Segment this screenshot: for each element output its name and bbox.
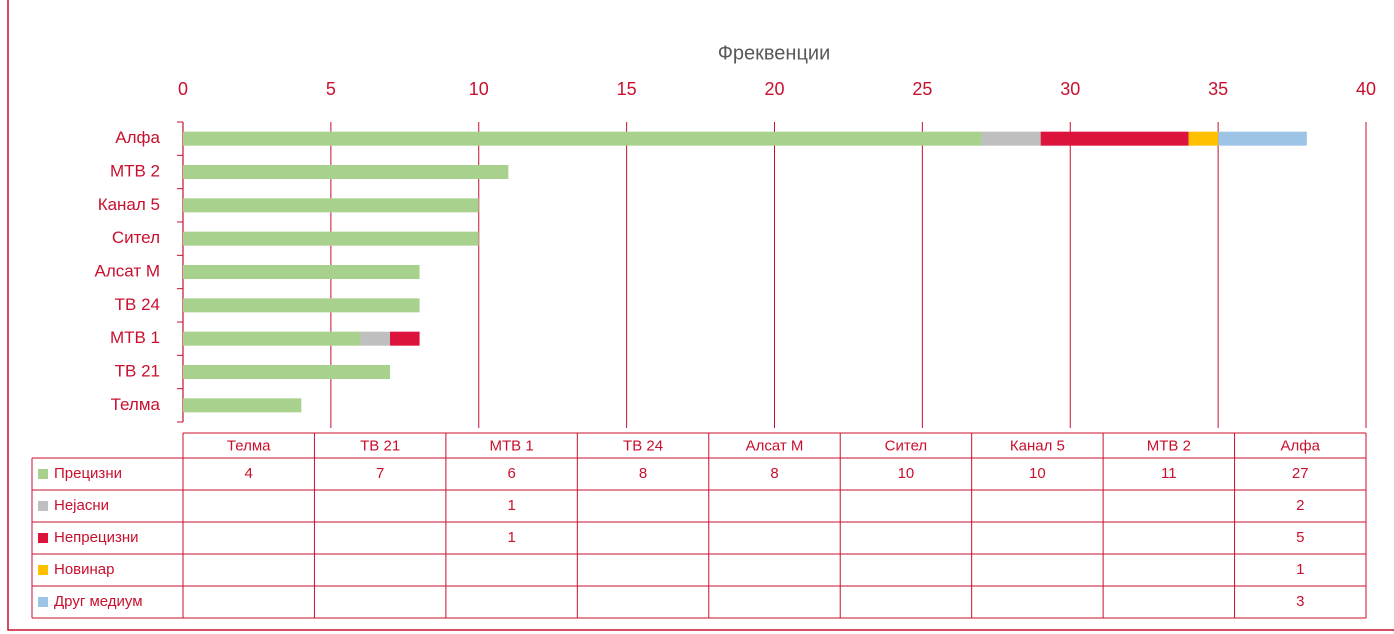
table-header: МТВ 1 [490, 437, 534, 454]
table-header: Алсат М [746, 437, 804, 454]
table-value: 27 [1292, 465, 1309, 482]
axis-title: Фреквенции [718, 42, 831, 64]
legend-label: Прецизни [54, 465, 122, 482]
bar-segment [1040, 131, 1189, 146]
bar-segment [183, 198, 479, 213]
y-tick-label: ТВ 21 [115, 361, 160, 380]
legend-label: Нејасни [54, 497, 109, 514]
legend-swatch [38, 469, 48, 479]
table-header: МТВ 2 [1147, 437, 1191, 454]
y-tick-label: МТВ 2 [110, 161, 160, 180]
legend-label: Непрецизни [54, 529, 139, 546]
y-tick-label: Алфа [115, 128, 160, 147]
bar-segment [360, 331, 391, 346]
table-value: 1 [507, 497, 515, 514]
legend-label: Новинар [54, 561, 115, 578]
table-value: 10 [1029, 465, 1046, 482]
x-tick-label: 10 [469, 79, 489, 99]
table-value: 5 [1296, 529, 1304, 546]
bar-segment [183, 298, 420, 313]
y-tick-label: Телма [111, 395, 161, 414]
y-tick-label: Сител [112, 228, 160, 247]
table-value: 11 [1161, 465, 1177, 482]
bar-segment [390, 331, 420, 346]
bar-segment [1218, 131, 1307, 146]
table-header: Телма [227, 437, 271, 454]
table-header: Сител [885, 437, 928, 454]
table-value: 8 [770, 465, 778, 482]
bar-segment [183, 398, 302, 413]
y-tick-label: Канал 5 [98, 195, 160, 214]
bar-segment [183, 365, 391, 379]
table-header: Алфа [1281, 437, 1321, 454]
y-tick-label: ТВ 24 [115, 295, 160, 314]
legend-swatch [38, 501, 48, 511]
x-tick-label: 0 [178, 79, 188, 99]
bar-segment [183, 331, 361, 346]
table-value: 8 [639, 465, 647, 482]
x-tick-label: 5 [326, 79, 336, 99]
table-value: 1 [1296, 561, 1304, 578]
table-header: Канал 5 [1010, 437, 1065, 454]
x-tick-label: 20 [764, 79, 784, 99]
bar-segment [183, 131, 982, 146]
x-tick-label: 15 [617, 79, 637, 99]
table-value: 1 [507, 529, 515, 546]
legend-swatch [38, 565, 48, 575]
y-tick-label: Алсат М [94, 261, 160, 280]
legend-label: Друг медиум [54, 593, 143, 610]
bar-segment [183, 231, 479, 246]
bar-segment [183, 165, 509, 179]
table-header: ТВ 24 [623, 437, 663, 454]
table-value: 3 [1296, 593, 1304, 610]
bar-segment [1188, 131, 1219, 146]
table-value: 10 [898, 465, 915, 482]
table-header: ТВ 21 [360, 437, 400, 454]
legend-swatch [38, 597, 48, 607]
x-tick-label: 40 [1356, 79, 1376, 99]
bar-segment [183, 265, 420, 279]
chart-border [7, 0, 1394, 631]
legend-swatch [38, 533, 48, 543]
table-value: 2 [1296, 497, 1304, 514]
bar-segment [981, 131, 1041, 146]
table-value: 4 [245, 465, 253, 482]
table-value: 7 [376, 465, 384, 482]
table-value: 6 [507, 465, 515, 482]
x-tick-label: 35 [1208, 79, 1228, 99]
x-tick-label: 30 [1060, 79, 1080, 99]
y-tick-label: МТВ 1 [110, 328, 160, 347]
x-tick-label: 25 [912, 79, 932, 99]
